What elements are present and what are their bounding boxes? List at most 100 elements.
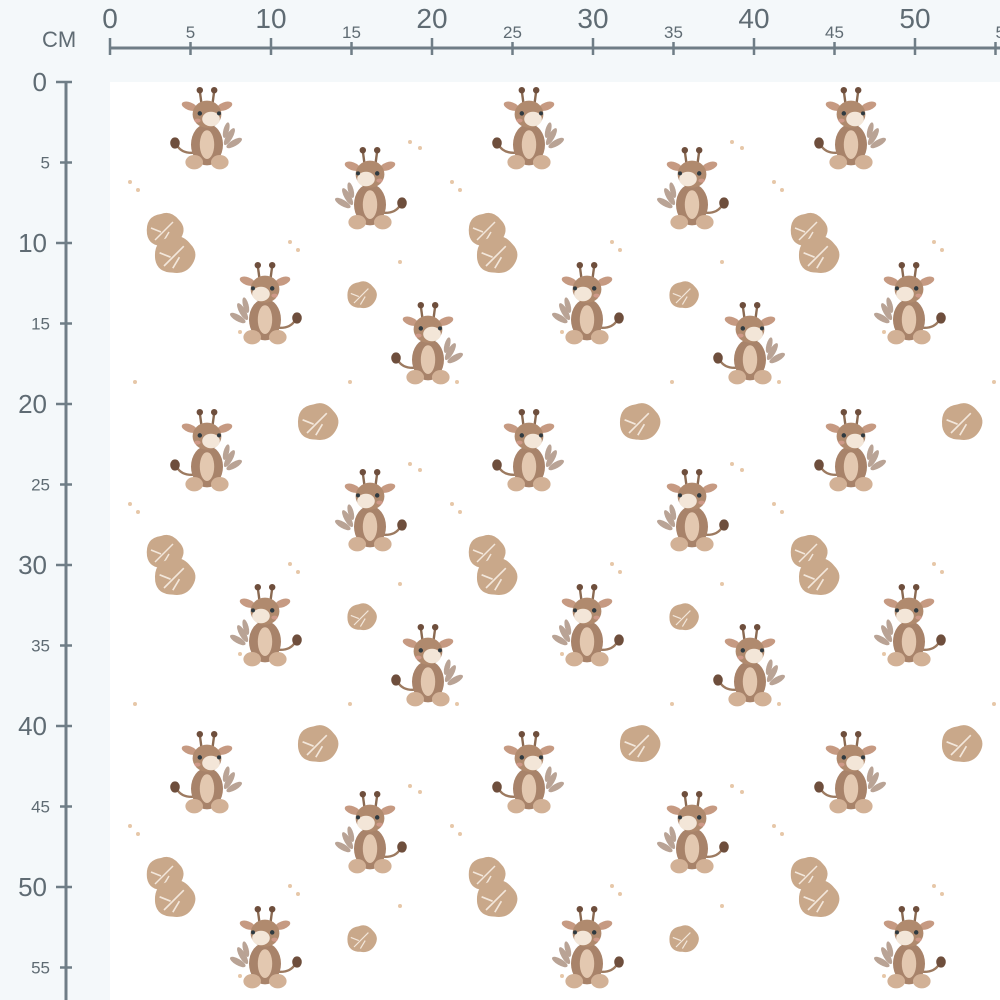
dot-motif bbox=[288, 884, 292, 888]
dot-motif bbox=[296, 248, 300, 252]
ruler-label: 50 bbox=[899, 3, 930, 34]
dot-motif bbox=[772, 824, 776, 828]
ruler-label: 20 bbox=[18, 389, 47, 419]
dot-motif bbox=[670, 702, 674, 706]
dot-motif bbox=[780, 832, 784, 836]
dot-motif bbox=[882, 330, 886, 334]
dot-motif bbox=[450, 502, 454, 506]
ruler-label: 40 bbox=[738, 3, 769, 34]
dot-motif bbox=[296, 570, 300, 574]
ruler-label: 45 bbox=[825, 23, 844, 42]
dot-motif bbox=[408, 784, 412, 788]
dot-motif bbox=[128, 502, 132, 506]
fabric-pattern bbox=[128, 85, 996, 990]
dot-motif bbox=[610, 884, 614, 888]
ruler-label: 25 bbox=[31, 476, 50, 495]
dot-motif bbox=[730, 462, 734, 466]
dot-motif bbox=[348, 380, 352, 384]
dot-motif bbox=[136, 832, 140, 836]
dot-motif bbox=[740, 790, 744, 794]
dot-motif bbox=[238, 330, 242, 334]
ruler-label: 0 bbox=[102, 3, 118, 34]
dot-motif bbox=[288, 240, 292, 244]
dot-motif bbox=[458, 510, 462, 514]
ruler-label: 25 bbox=[503, 23, 522, 42]
dot-motif bbox=[560, 974, 564, 978]
dot-motif bbox=[418, 146, 422, 150]
dot-motif bbox=[940, 248, 944, 252]
dot-motif bbox=[882, 974, 886, 978]
dot-motif bbox=[408, 462, 412, 466]
dot-motif bbox=[238, 652, 242, 656]
dot-motif bbox=[618, 248, 622, 252]
dot-motif bbox=[932, 562, 936, 566]
dot-motif bbox=[348, 702, 352, 706]
dot-motif bbox=[720, 260, 724, 264]
ruler-label: 5 bbox=[186, 23, 195, 42]
dot-motif bbox=[932, 240, 936, 244]
dot-motif bbox=[610, 562, 614, 566]
dot-motif bbox=[740, 146, 744, 150]
dot-motif bbox=[777, 380, 781, 384]
dot-motif bbox=[618, 570, 622, 574]
dot-motif bbox=[450, 824, 454, 828]
dot-motif bbox=[740, 468, 744, 472]
unit-label: CM bbox=[42, 27, 76, 52]
dot-motif bbox=[777, 702, 781, 706]
dot-motif bbox=[238, 974, 242, 978]
ruler-label: 55 bbox=[996, 23, 1000, 42]
dot-motif bbox=[560, 652, 564, 656]
dot-motif bbox=[128, 180, 132, 184]
dot-motif bbox=[772, 180, 776, 184]
ruler-label: 55 bbox=[31, 959, 50, 978]
dot-motif bbox=[408, 140, 412, 144]
ruler-label: 10 bbox=[255, 3, 286, 34]
ruler-label: 30 bbox=[18, 550, 47, 580]
dot-motif bbox=[133, 702, 137, 706]
ruler-label: 45 bbox=[31, 798, 50, 817]
dot-motif bbox=[992, 702, 996, 706]
ruler-label: 35 bbox=[664, 23, 683, 42]
dot-motif bbox=[772, 502, 776, 506]
dot-motif bbox=[133, 380, 137, 384]
dot-motif bbox=[398, 582, 402, 586]
dot-motif bbox=[618, 892, 622, 896]
dot-motif bbox=[398, 904, 402, 908]
dot-motif bbox=[398, 260, 402, 264]
dot-motif bbox=[730, 140, 734, 144]
ruler-label: 40 bbox=[18, 711, 47, 741]
dot-motif bbox=[882, 652, 886, 656]
dot-motif bbox=[720, 582, 724, 586]
ruler-label: 35 bbox=[31, 637, 50, 656]
dot-motif bbox=[940, 570, 944, 574]
dot-motif bbox=[940, 892, 944, 896]
ruler-label: 0 bbox=[33, 67, 47, 97]
ruler-label: 50 bbox=[18, 872, 47, 902]
dot-motif bbox=[136, 188, 140, 192]
dot-motif bbox=[128, 824, 132, 828]
dot-motif bbox=[610, 240, 614, 244]
ruler-label: 10 bbox=[18, 228, 47, 258]
dot-motif bbox=[730, 784, 734, 788]
dot-motif bbox=[560, 330, 564, 334]
ruler-label: 5 bbox=[41, 154, 50, 173]
dot-motif bbox=[992, 380, 996, 384]
dot-motif bbox=[296, 892, 300, 896]
dot-motif bbox=[418, 468, 422, 472]
ruler-label: 15 bbox=[31, 315, 50, 334]
dot-motif bbox=[720, 904, 724, 908]
ruler-label: 15 bbox=[342, 23, 361, 42]
dot-motif bbox=[455, 702, 459, 706]
dot-motif bbox=[458, 832, 462, 836]
horizontal-ruler: 0 5 10 15 20 25 30 35 40 45 50 55 bbox=[102, 3, 1000, 55]
dot-motif bbox=[780, 510, 784, 514]
ruler-label: 30 bbox=[577, 3, 608, 34]
ruler-label: 20 bbox=[416, 3, 447, 34]
dot-motif bbox=[670, 380, 674, 384]
dot-motif bbox=[418, 790, 422, 794]
dot-motif bbox=[450, 180, 454, 184]
dot-motif bbox=[932, 884, 936, 888]
fabric-swatch bbox=[110, 82, 1000, 1000]
vertical-ruler: 0 5 10 15 20 25 30 35 40 45 50 55 bbox=[18, 67, 72, 1000]
